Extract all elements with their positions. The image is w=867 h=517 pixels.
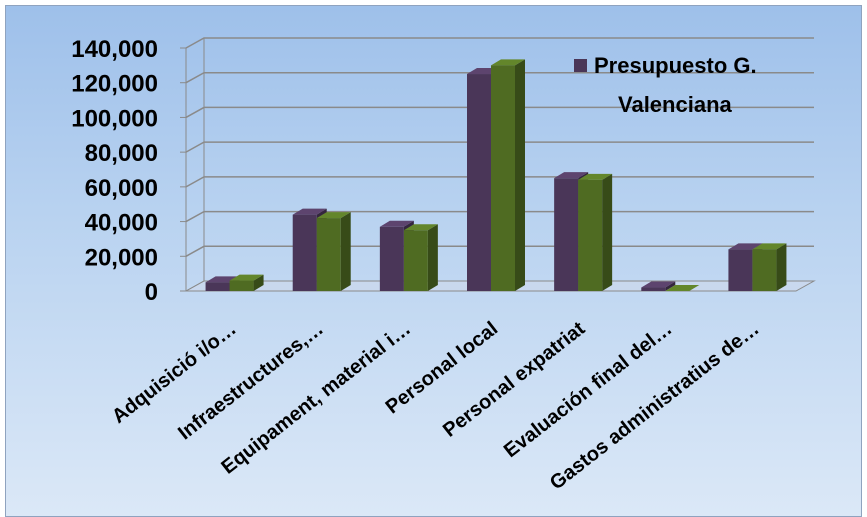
bar-top (641, 281, 676, 288)
x-tick-label: Evaluación final del… (500, 318, 676, 463)
y-tick-label: 120,000 (71, 71, 158, 98)
bar-front (554, 178, 579, 291)
gridline (185, 71, 814, 84)
gridline (185, 106, 814, 119)
legend-label-line-1: Presupuesto G. (594, 53, 757, 78)
y-tick-label: 100,000 (71, 105, 158, 132)
legend-label-line-2: Valenciana (618, 92, 733, 117)
chart-frame: 0 20,000 40,000 60,000 80,000 100,000 120,000 1… (5, 5, 862, 517)
bar-front (292, 214, 317, 291)
bar (752, 243, 787, 291)
bar-side (427, 224, 438, 291)
bar-top (316, 212, 351, 219)
bar-top (292, 208, 327, 215)
y-tick-label: 40,000 (85, 210, 158, 237)
axis-depth-line (185, 280, 205, 292)
y-tick-label: 60,000 (85, 175, 158, 202)
bar-chart: 0 20,000 40,000 60,000 80,000 100,000 120,000 1… (71, 36, 816, 494)
bar (316, 212, 351, 291)
bar-front (229, 280, 254, 291)
bar (641, 281, 676, 291)
bar-front (403, 230, 428, 291)
y-tick-label: 140,000 (71, 36, 158, 63)
y-tick-label: 20,000 (85, 244, 158, 271)
bar (578, 173, 613, 291)
bar-front (467, 74, 491, 292)
bar-top (379, 220, 414, 227)
gridline (185, 37, 814, 49)
bar-front (578, 179, 603, 291)
bar-front (752, 249, 777, 291)
bar-top (665, 285, 700, 291)
x-tick-label: Infraestructures,… (174, 318, 328, 445)
x-tick-label: Personal expatriat (439, 317, 589, 441)
bar-top (728, 243, 763, 250)
bar-front (641, 287, 666, 291)
bar-side (776, 243, 787, 291)
bar-front (728, 249, 753, 291)
y-tick-label: 0 (145, 279, 158, 306)
bar (491, 59, 525, 291)
bar-side (340, 212, 351, 291)
legend-swatch-series-1 (574, 59, 587, 72)
bar-top (229, 274, 264, 281)
bar (403, 224, 438, 291)
bar-top (578, 173, 613, 180)
bar-top (554, 172, 589, 179)
bar-top (491, 59, 525, 66)
legend: Presupuesto G. Valenciana (574, 53, 757, 117)
bar-front (205, 282, 230, 291)
bar-front (491, 65, 515, 291)
bar-top (752, 243, 787, 250)
bar-front (379, 226, 404, 291)
bar-side (602, 173, 613, 291)
y-tick-label: 80,000 (85, 140, 158, 167)
gridline (185, 141, 814, 153)
bar-front (316, 218, 341, 291)
bar-top (403, 224, 438, 231)
bar-series (205, 59, 787, 292)
bar-side (665, 281, 676, 291)
y-axis: 0 20,000 40,000 60,000 80,000 100,000 120,000 1… (71, 36, 186, 306)
x-axis: Adquisició i/o…Infraestructures,…Equipam… (108, 317, 763, 494)
bar (665, 285, 700, 291)
bar-side (253, 274, 264, 291)
bar (229, 274, 264, 291)
bar-side (515, 59, 525, 291)
